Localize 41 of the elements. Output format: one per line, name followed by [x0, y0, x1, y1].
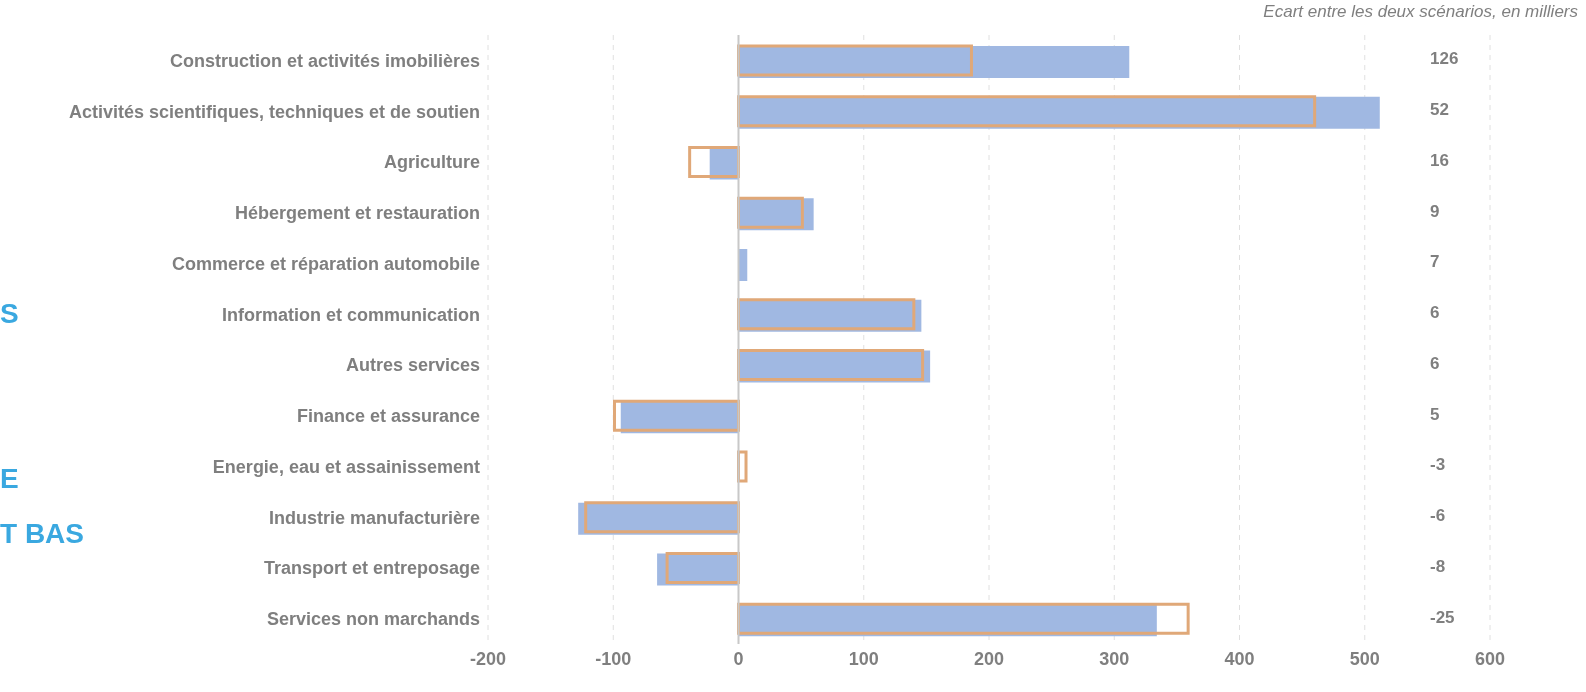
y-tick-label: Industrie manufacturière	[268, 507, 480, 528]
annotation: 52	[1430, 100, 1449, 121]
y-tick-label: Information et communication	[221, 304, 480, 325]
bar	[737, 44, 973, 77]
x-tick-label: 0	[733, 648, 744, 669]
x-tick-label: -200	[469, 648, 507, 669]
y-tick-label: Services non marchands	[266, 609, 480, 630]
chart-subtitle: Ecart entre les deux scénarios, en milliers	[1263, 2, 1578, 22]
y-tick-label: Autres services	[345, 355, 480, 376]
annotation: 7	[1430, 252, 1440, 273]
x-tick-label: 400	[1224, 648, 1255, 669]
text: S	[0, 298, 19, 330]
annotation: -6	[1430, 506, 1446, 527]
y-tick-label: Commerce et réparation automobile	[171, 253, 480, 274]
annotation: -25	[1430, 607, 1455, 628]
x-tick-label: 500	[1349, 648, 1380, 669]
x-tick-label: 600	[1474, 648, 1506, 669]
y-tick-label: Activités scientifiques, techniques et de soutien	[68, 101, 480, 122]
text: E	[0, 463, 19, 495]
annotation: 6	[1430, 303, 1440, 324]
text: T BAS	[0, 518, 84, 550]
bar	[738, 46, 1130, 78]
y-tick-label: Construction et activités imobilières	[169, 50, 480, 71]
annotation: -8	[1430, 556, 1446, 577]
annotation: 16	[1430, 150, 1449, 171]
y-tick-label: Transport et entreposage	[263, 558, 480, 579]
y-tick-label: Hébergement et restauration	[234, 203, 480, 224]
annotation: -3	[1430, 455, 1446, 476]
x-tick-label: 100	[848, 648, 879, 669]
annotation: 9	[1430, 201, 1440, 222]
y-tick-label: Energie, eau et assainissement	[212, 456, 480, 477]
x-tick-label: 300	[1099, 648, 1130, 669]
annotation: 5	[1430, 404, 1440, 425]
y-tick-label: Finance et assurance	[296, 406, 480, 427]
annotation: 126	[1430, 49, 1459, 70]
y-tick-label: Agriculture	[383, 152, 480, 173]
annotation: 6	[1430, 353, 1440, 374]
bar	[737, 95, 1317, 128]
x-tick-label: 200	[973, 648, 1005, 669]
x-tick-label: -100	[595, 648, 632, 669]
bar	[737, 602, 1190, 635]
